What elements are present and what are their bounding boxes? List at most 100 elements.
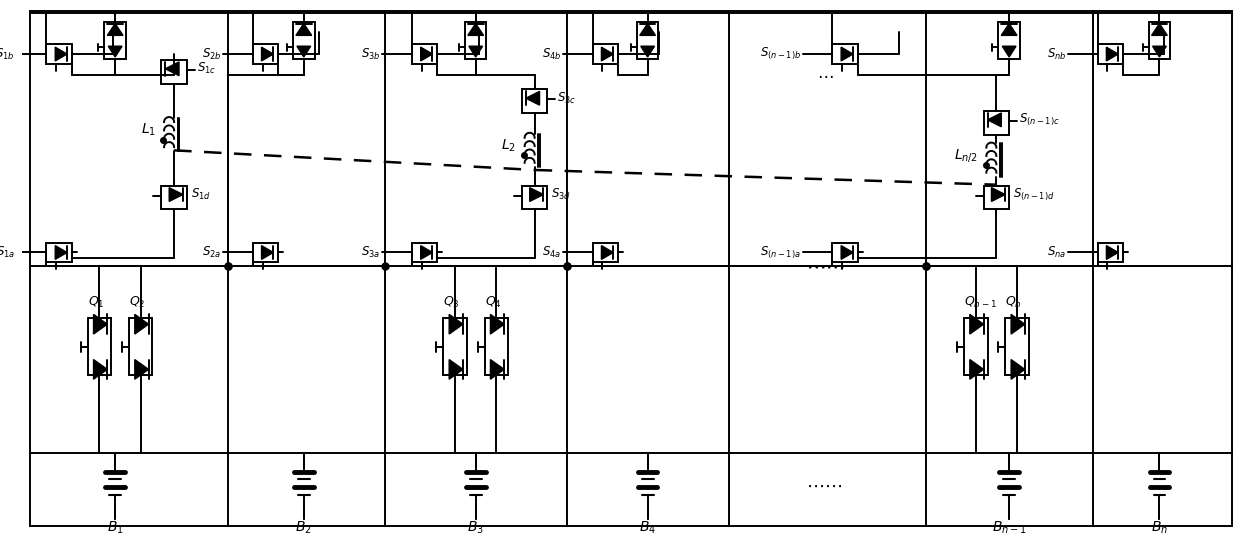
Bar	[129, 318, 153, 375]
Bar	[46, 242, 72, 262]
Text: $S_{4a}$: $S_{4a}$	[542, 245, 562, 260]
Polygon shape	[970, 360, 983, 379]
Polygon shape	[420, 246, 433, 259]
Polygon shape	[169, 188, 184, 201]
Polygon shape	[987, 113, 1001, 127]
Text: $Q_2$: $Q_2$	[129, 295, 145, 310]
Polygon shape	[841, 246, 853, 259]
Text: $S_{na}$: $S_{na}$	[1047, 245, 1066, 260]
Text: $\cdots\cdots$: $\cdots\cdots$	[806, 257, 844, 275]
Bar	[46, 44, 72, 64]
Text: $S_{3c}$: $S_{3c}$	[557, 91, 577, 106]
Text: $B_{n-1}$: $B_{n-1}$	[992, 519, 1027, 536]
Bar	[253, 242, 278, 262]
Bar	[443, 318, 466, 375]
Text: $S_{1c}$: $S_{1c}$	[197, 61, 216, 76]
Polygon shape	[108, 24, 123, 36]
Text: $Q_{n-1}$: $Q_{n-1}$	[963, 295, 997, 310]
Bar	[832, 242, 858, 262]
Bar	[88, 318, 112, 375]
Text: $S_{1d}$: $S_{1d}$	[191, 187, 211, 202]
Bar	[465, 22, 486, 59]
Polygon shape	[970, 314, 983, 334]
Polygon shape	[526, 91, 539, 105]
Text: $L_{n/2}$: $L_{n/2}$	[954, 147, 978, 164]
Polygon shape	[56, 47, 67, 61]
Text: $S_{(n-1)d}$: $S_{(n-1)d}$	[1013, 186, 1055, 202]
Text: $S_{nb}$: $S_{nb}$	[1047, 46, 1066, 62]
Text: $S_{(n-1)b}$: $S_{(n-1)b}$	[760, 46, 801, 62]
Polygon shape	[1152, 24, 1167, 36]
Polygon shape	[640, 24, 656, 36]
Polygon shape	[992, 188, 1006, 201]
Bar	[593, 44, 619, 64]
Bar	[998, 22, 1021, 59]
Polygon shape	[135, 360, 149, 379]
Bar	[104, 22, 126, 59]
Polygon shape	[529, 188, 543, 201]
Polygon shape	[165, 62, 179, 76]
Text: $Q_1$: $Q_1$	[88, 295, 104, 310]
Bar	[1006, 318, 1029, 375]
Text: $B_n$: $B_n$	[1151, 519, 1168, 536]
Polygon shape	[1152, 46, 1167, 57]
Bar	[161, 186, 187, 210]
Polygon shape	[1106, 246, 1118, 259]
Polygon shape	[135, 314, 149, 334]
Polygon shape	[1002, 46, 1016, 57]
Polygon shape	[601, 47, 614, 61]
Polygon shape	[296, 24, 311, 36]
Bar	[1097, 44, 1123, 64]
Text: $S_{3a}$: $S_{3a}$	[361, 245, 381, 260]
Bar	[253, 44, 278, 64]
Bar	[983, 111, 1009, 134]
Bar	[412, 242, 438, 262]
Text: $\cdots\cdots$: $\cdots\cdots$	[806, 477, 842, 495]
Polygon shape	[841, 47, 853, 61]
Bar	[412, 44, 438, 64]
Polygon shape	[262, 246, 273, 259]
Polygon shape	[1001, 24, 1017, 36]
Bar	[485, 318, 508, 375]
Polygon shape	[262, 47, 273, 61]
Text: $S_{4b}$: $S_{4b}$	[542, 46, 562, 62]
Text: $B_1$: $B_1$	[107, 519, 124, 536]
Bar	[161, 60, 187, 84]
Polygon shape	[56, 246, 67, 259]
Text: $L_2$: $L_2$	[501, 137, 516, 153]
Bar	[293, 22, 315, 59]
Polygon shape	[93, 314, 108, 334]
Bar	[522, 186, 547, 210]
Text: $S_{(n-1)a}$: $S_{(n-1)a}$	[760, 244, 801, 261]
Text: $\cdots$: $\cdots$	[817, 66, 833, 84]
Polygon shape	[491, 360, 505, 379]
Text: $Q_n$: $Q_n$	[1006, 295, 1022, 310]
Bar	[1148, 22, 1171, 59]
Text: $S_{3b}$: $S_{3b}$	[361, 46, 381, 62]
Bar	[637, 22, 658, 59]
Polygon shape	[449, 360, 463, 379]
Text: $L_1$: $L_1$	[141, 122, 156, 138]
Polygon shape	[491, 314, 505, 334]
Polygon shape	[108, 46, 122, 57]
Bar	[963, 318, 987, 375]
Polygon shape	[296, 46, 311, 57]
Text: $B_2$: $B_2$	[295, 519, 312, 536]
Text: $B_3$: $B_3$	[467, 519, 484, 536]
Text: $S_{2b}$: $S_{2b}$	[202, 46, 221, 62]
Polygon shape	[601, 246, 614, 259]
Text: $S_{1a}$: $S_{1a}$	[0, 245, 15, 260]
Polygon shape	[93, 360, 108, 379]
Polygon shape	[467, 24, 484, 36]
Polygon shape	[449, 314, 463, 334]
Text: $S_{3d}$: $S_{3d}$	[552, 187, 572, 202]
Text: $S_{2a}$: $S_{2a}$	[202, 245, 221, 260]
Bar	[1097, 242, 1123, 262]
Text: $S_{1b}$: $S_{1b}$	[0, 46, 15, 62]
Polygon shape	[1106, 47, 1118, 61]
Text: $S_{(n-1)c}$: $S_{(n-1)c}$	[1019, 112, 1060, 128]
Polygon shape	[1011, 360, 1024, 379]
Polygon shape	[469, 46, 482, 57]
Polygon shape	[420, 47, 433, 61]
Bar	[522, 90, 547, 113]
